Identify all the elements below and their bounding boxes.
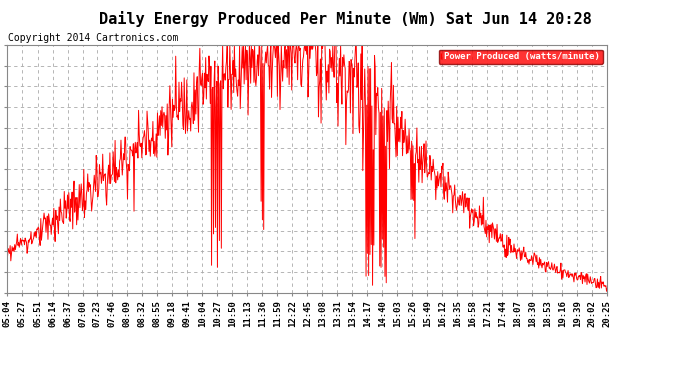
Text: Copyright 2014 Cartronics.com: Copyright 2014 Cartronics.com bbox=[8, 33, 178, 42]
Legend: Power Produced (watts/minute): Power Produced (watts/minute) bbox=[439, 50, 602, 64]
Text: Daily Energy Produced Per Minute (Wm) Sat Jun 14 20:28: Daily Energy Produced Per Minute (Wm) Sa… bbox=[99, 11, 591, 27]
